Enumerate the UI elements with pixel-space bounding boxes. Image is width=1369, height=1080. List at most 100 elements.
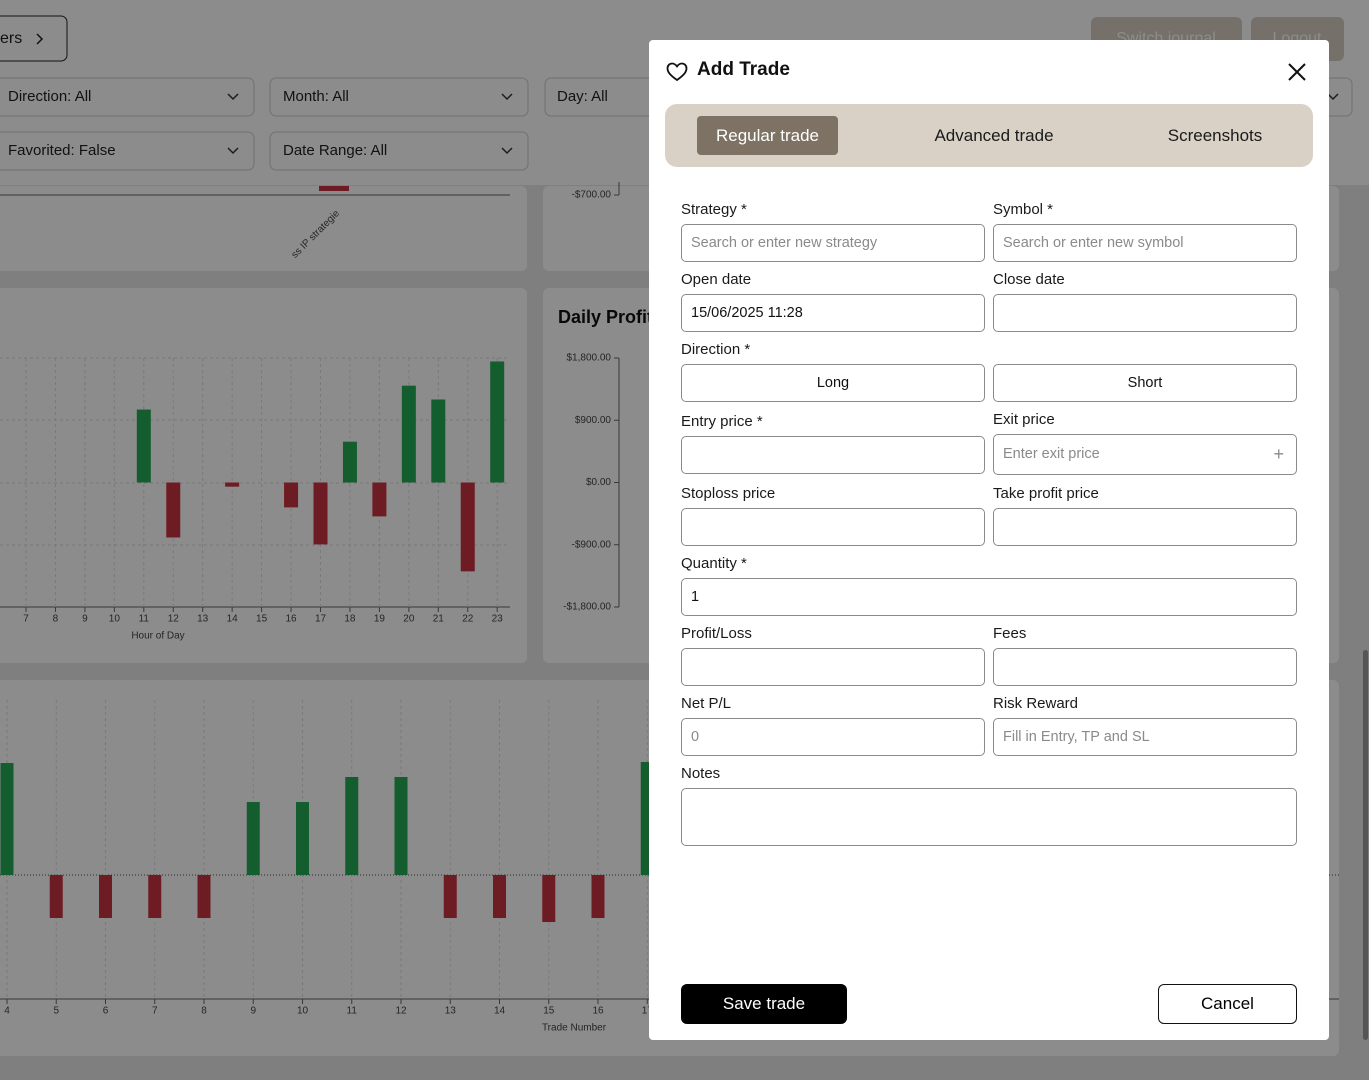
- bar: [148, 875, 162, 918]
- modal-title: Add Trade: [697, 59, 790, 80]
- bar: [166, 482, 181, 538]
- tab[interactable]: Screenshots: [1167, 126, 1263, 145]
- filter-box[interactable]: [269, 131, 529, 171]
- cancel-button[interactable]: Cancel: [1158, 984, 1297, 1024]
- tab[interactable]: Advanced trade: [934, 126, 1054, 145]
- y-tick-label: -$700.00: [572, 190, 612, 201]
- x-tick-label: 14: [494, 1006, 506, 1017]
- field-label: Quantity *: [681, 555, 747, 572]
- strategy-input[interactable]: Search or enter new strategy: [681, 224, 985, 262]
- filter-box[interactable]: [0, 77, 255, 117]
- placeholder: 0: [691, 729, 700, 745]
- notes-textarea[interactable]: [681, 788, 1297, 846]
- close-date-input[interactable]: [993, 294, 1297, 332]
- button-label: ers: [0, 30, 22, 47]
- filter-label: Day: All: [557, 88, 608, 105]
- y-tick-label: -$900.00: [572, 539, 612, 550]
- quantity-input[interactable]: 1: [681, 578, 1297, 616]
- tab[interactable]: Regular trade: [697, 116, 838, 155]
- bar: [284, 482, 299, 508]
- direction-option[interactable]: Short: [993, 364, 1297, 402]
- x-axis-label: Hour of Day: [131, 631, 184, 642]
- bar: [460, 482, 475, 572]
- y-tick-label: $0.00: [586, 477, 611, 488]
- bar: [99, 875, 112, 918]
- x-tick-label: 20: [403, 614, 415, 625]
- profit-loss-input[interactable]: [681, 648, 985, 686]
- take-profit-input[interactable]: [993, 508, 1297, 546]
- x-tick-label: 12: [395, 1006, 407, 1017]
- filter-label: Date Range: All: [283, 142, 387, 159]
- add-trade-modal: Add Trade Regular trade Advanced trade S…: [649, 40, 1329, 1040]
- field-label: Entry price *: [681, 413, 763, 430]
- bar: [49, 875, 63, 918]
- x-tick-label: 21: [433, 614, 445, 625]
- bar: [313, 482, 328, 545]
- symbol-input[interactable]: Search or enter new symbol: [993, 224, 1297, 262]
- scrollbar[interactable]: [1363, 650, 1368, 1040]
- x-tick-label: 16: [592, 1006, 604, 1017]
- x-tick-label: 8: [53, 614, 59, 625]
- bar: [401, 385, 416, 483]
- bar: [372, 482, 387, 517]
- exit-price-input[interactable]: Enter exit price +: [993, 434, 1297, 475]
- field-label: Profit/Loss: [681, 625, 752, 642]
- bar: [225, 482, 240, 487]
- x-tick-label: 10: [297, 1006, 309, 1017]
- x-tick-label: 11: [139, 614, 150, 625]
- bar: [246, 802, 260, 875]
- save-button[interactable]: Save trade: [681, 984, 847, 1024]
- fees-input[interactable]: [993, 648, 1297, 686]
- favorite-icon[interactable]: [666, 62, 688, 82]
- chevrons: [227, 93, 1339, 155]
- bar: [431, 399, 446, 483]
- field-label: Direction *: [681, 341, 751, 358]
- x-tick-label: 6: [103, 1006, 109, 1017]
- bar: [296, 802, 309, 875]
- bar: [197, 875, 211, 918]
- input-value: 1: [691, 589, 700, 605]
- placeholder: Fill in Entry, TP and SL: [1003, 729, 1150, 745]
- x-tick-label: 7: [23, 614, 29, 625]
- x-tick-label: 5: [53, 1006, 59, 1017]
- bar: [136, 409, 151, 483]
- direction-option[interactable]: Long: [681, 364, 985, 402]
- filter-box[interactable]: [269, 77, 529, 117]
- field-label: Notes: [681, 765, 721, 782]
- bar: [319, 186, 349, 191]
- field-label: Take profit price: [993, 485, 1099, 502]
- field-label: Strategy *: [681, 201, 747, 218]
- placeholder: Search or enter new symbol: [1003, 235, 1184, 251]
- x-tick-label: 7: [152, 1006, 158, 1017]
- bar: [490, 361, 505, 483]
- x-tick-label: 15: [256, 614, 268, 625]
- x-tick-label: 9: [250, 1006, 256, 1017]
- bar: [0, 763, 14, 875]
- field-label: Stoploss price: [681, 485, 776, 502]
- open-date-input[interactable]: 15/06/2025 11:28: [681, 294, 985, 332]
- x-axis-label: Trade Number: [542, 1023, 607, 1034]
- tab-bar: Regular trade Advanced trade Screenshots: [665, 104, 1313, 167]
- stoploss-input[interactable]: [681, 508, 985, 546]
- chevron: [36, 33, 44, 45]
- y-tick-label: $1,800.00: [567, 353, 612, 364]
- card: [0, 288, 527, 663]
- close-button[interactable]: [1287, 62, 1307, 82]
- field-label: Fees: [993, 625, 1027, 642]
- bar: [542, 875, 556, 922]
- x-tick-label: 8: [201, 1006, 207, 1017]
- filter-label: Favorited: False: [8, 142, 116, 159]
- net-pl-input[interactable]: 0: [681, 718, 985, 756]
- chart-title: Daily Profit: [558, 307, 653, 327]
- risk-reward-input[interactable]: Fill in Entry, TP and SL: [993, 718, 1297, 756]
- entry-price-input[interactable]: [681, 436, 985, 474]
- x-tick-label: 11: [347, 1006, 358, 1017]
- filter-box[interactable]: [0, 131, 255, 171]
- x-tick-label: 13: [197, 614, 209, 625]
- x-tick-label: 4: [4, 1006, 10, 1017]
- filters-button[interactable]: [0, 15, 68, 62]
- add-exit-icon[interactable]: +: [1273, 444, 1284, 464]
- x-tick-label: 23: [492, 614, 504, 625]
- bar: [345, 777, 359, 875]
